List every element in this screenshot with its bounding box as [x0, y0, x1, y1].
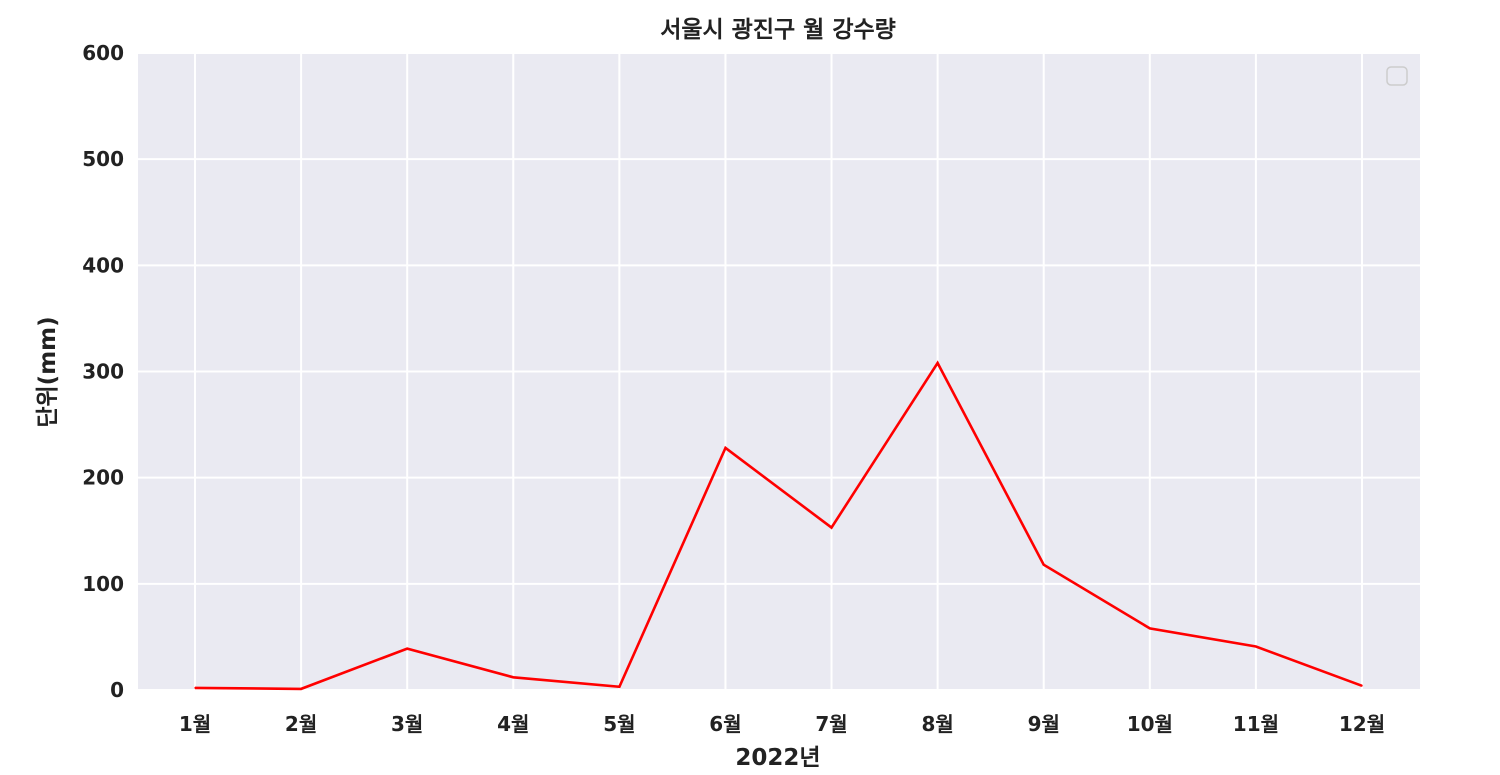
x-tick-label: 12월: [1339, 712, 1385, 736]
x-tick-label: 4월: [497, 712, 529, 736]
x-tick-label: 8월: [921, 712, 953, 736]
series-point: [1361, 684, 1363, 687]
x-tick-label: 3월: [391, 712, 423, 736]
y-tick-label: 300: [82, 360, 124, 384]
series-line: [194, 360, 1363, 691]
y-axis-label: 단위(mm): [35, 316, 61, 427]
series-layer: [194, 360, 1363, 691]
y-tick-label: 500: [82, 147, 124, 171]
x-axis-label: 2022년: [735, 745, 820, 771]
x-tick-label: 5월: [603, 712, 635, 736]
x-tick-label: 10월: [1127, 712, 1173, 736]
series-point: [406, 647, 408, 650]
x-tick-label: 6월: [709, 712, 741, 736]
y-tick-label: 100: [82, 572, 124, 596]
series-point: [618, 686, 621, 688]
x-tick-label: 1월: [179, 712, 211, 736]
y-tick-label: 400: [82, 253, 124, 277]
series-point: [300, 688, 302, 690]
series-point: [830, 526, 833, 529]
x-tick-label: 7월: [815, 712, 847, 736]
y-tick-label: 200: [82, 466, 124, 490]
series-point: [512, 676, 515, 679]
x-tick-label: 11월: [1233, 712, 1279, 736]
x-tick-label: 9월: [1028, 712, 1060, 736]
grid-lines: [138, 52, 1420, 691]
x-axis-ticks: 1월 2월 3월 4월 5월 6월 7월 8월 9월 10월 11월 12월: [179, 712, 1385, 736]
series-point: [1042, 563, 1045, 566]
series-point: [724, 447, 727, 449]
y-axis-ticks: 0 100 200 300 400 500 600: [82, 41, 124, 702]
y-tick-label: 0: [110, 678, 124, 702]
series-point: [1149, 627, 1151, 630]
y-tick-label: 600: [82, 41, 124, 65]
series-point: [194, 687, 196, 689]
series-point: [936, 362, 939, 364]
series-point: [1255, 645, 1257, 648]
legend-box: [1386, 66, 1408, 86]
x-tick-label: 2월: [285, 712, 317, 736]
chart-title: 서울시 광진구 월 강수량: [660, 17, 896, 43]
